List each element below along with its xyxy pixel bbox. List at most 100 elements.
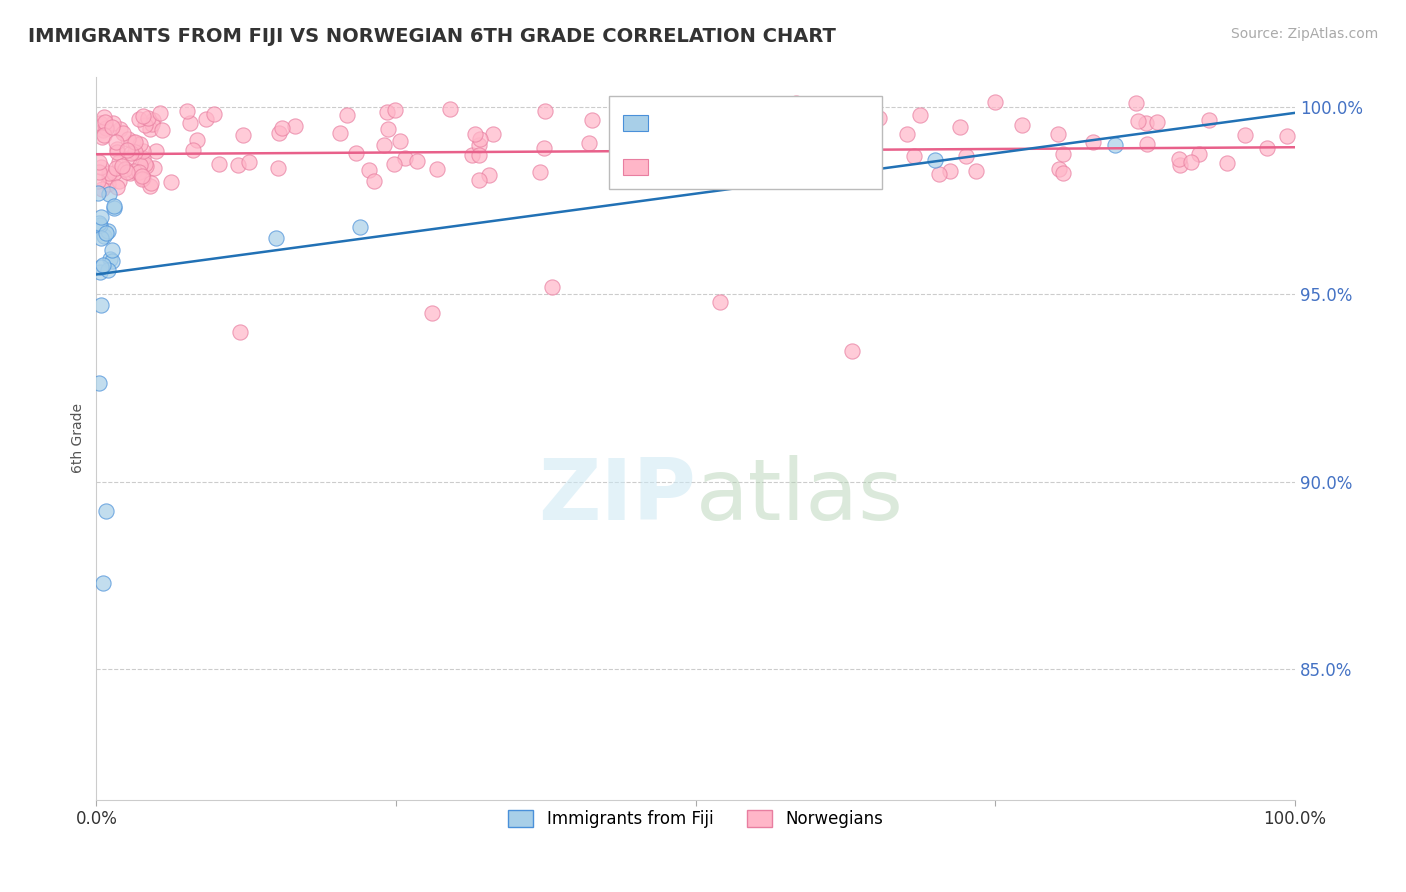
Point — [903, 149, 925, 163]
Point — [87, 186, 110, 200]
Point — [264, 231, 287, 245]
Point — [1136, 137, 1159, 152]
Text: R =: R = — [657, 109, 693, 128]
Point — [578, 136, 600, 151]
Point — [229, 325, 252, 339]
Point — [1146, 115, 1168, 129]
Point — [90, 231, 112, 245]
Point — [841, 343, 863, 358]
Point — [768, 126, 790, 140]
Point — [134, 157, 156, 171]
Point — [132, 152, 155, 166]
Point — [1104, 137, 1126, 152]
Point — [93, 114, 115, 128]
Point — [139, 176, 162, 190]
Point — [110, 122, 132, 136]
Point — [132, 144, 155, 158]
Text: IMMIGRANTS FROM FIJI VS NORWEGIAN 6TH GRADE CORRELATION CHART: IMMIGRANTS FROM FIJI VS NORWEGIAN 6TH GR… — [28, 27, 837, 45]
Point — [117, 132, 139, 146]
Point — [107, 174, 129, 188]
Point — [382, 157, 405, 171]
Point — [1234, 128, 1257, 142]
Point — [928, 167, 950, 181]
Point — [93, 128, 115, 143]
Point — [97, 263, 120, 277]
Point — [136, 111, 159, 125]
Point — [90, 130, 112, 145]
Point — [141, 118, 163, 132]
Point — [132, 170, 155, 185]
Point — [1081, 135, 1104, 149]
Point — [89, 376, 111, 390]
Point — [120, 146, 142, 161]
Point — [270, 121, 292, 136]
Point — [179, 116, 201, 130]
Point — [139, 122, 162, 136]
Point — [105, 180, 128, 194]
Text: 0.278: 0.278 — [690, 109, 748, 128]
Point — [329, 127, 352, 141]
Point — [115, 164, 138, 178]
Point — [1170, 158, 1192, 172]
Point — [97, 177, 120, 191]
Point — [468, 137, 491, 152]
Point — [1052, 146, 1074, 161]
Point — [118, 151, 141, 165]
Text: Source: ZipAtlas.com: Source: ZipAtlas.com — [1230, 27, 1378, 41]
Point — [91, 122, 114, 136]
Point — [87, 174, 110, 188]
Point — [797, 122, 820, 136]
Point — [103, 166, 125, 180]
Point — [98, 187, 121, 202]
Point — [135, 159, 157, 173]
Point — [142, 113, 165, 128]
Point — [93, 110, 115, 124]
Point — [129, 159, 152, 173]
Point — [896, 127, 918, 141]
Text: N =: N = — [749, 109, 786, 128]
Point — [734, 105, 756, 120]
Point — [709, 294, 731, 309]
Legend: Immigrants from Fiji, Norwegians: Immigrants from Fiji, Norwegians — [502, 803, 890, 835]
Point — [89, 116, 111, 130]
Point — [336, 108, 359, 122]
Point — [131, 171, 153, 186]
Point — [150, 123, 173, 137]
Point — [176, 103, 198, 118]
Point — [138, 178, 160, 193]
Point — [728, 159, 751, 173]
Point — [1216, 156, 1239, 170]
Point — [581, 113, 603, 128]
Point — [357, 163, 380, 178]
Point — [132, 109, 155, 123]
Point — [145, 145, 167, 159]
Point — [149, 105, 172, 120]
Point — [238, 155, 260, 169]
Point — [1047, 161, 1070, 176]
Point — [534, 103, 557, 118]
Point — [406, 154, 429, 169]
Point — [226, 158, 249, 172]
Point — [91, 258, 114, 272]
Point — [94, 504, 117, 518]
Text: 0.526: 0.526 — [690, 153, 747, 172]
Point — [426, 161, 449, 176]
Point — [965, 164, 987, 178]
Point — [202, 107, 225, 121]
Point — [90, 210, 112, 224]
Point — [868, 111, 890, 125]
Point — [1198, 112, 1220, 127]
Text: 152: 152 — [783, 153, 821, 172]
Point — [122, 164, 145, 178]
Point — [1126, 114, 1149, 128]
Point — [107, 155, 129, 169]
Text: atlas: atlas — [696, 455, 904, 538]
Point — [105, 142, 128, 156]
Point — [1047, 128, 1070, 142]
Point — [90, 297, 112, 311]
Point — [439, 103, 461, 117]
Point — [98, 169, 121, 183]
Point — [955, 149, 977, 163]
Point — [117, 143, 139, 157]
Point — [267, 161, 290, 175]
